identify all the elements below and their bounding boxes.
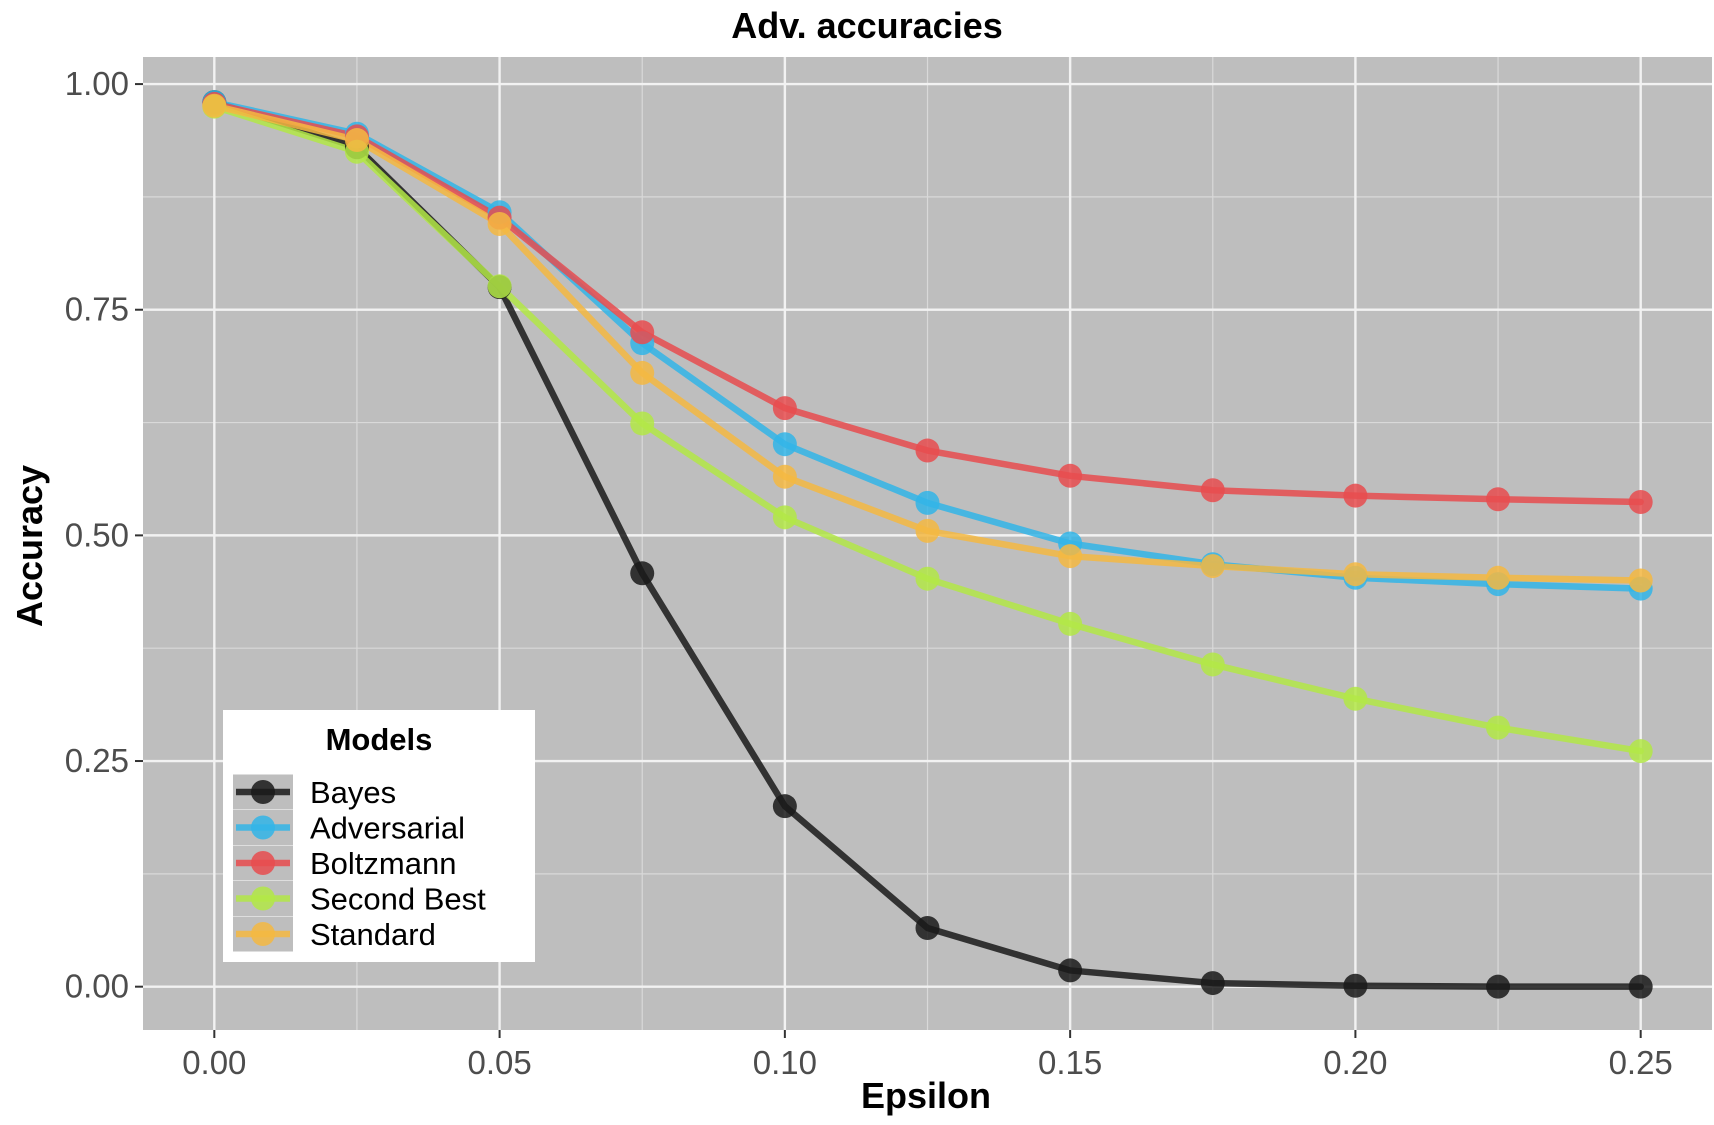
data-point-second-best (1486, 715, 1511, 740)
y-tick-label: 0.50 (65, 516, 129, 553)
data-point-second-best (1343, 686, 1368, 711)
legend-title: Models (326, 722, 433, 757)
x-axis-title: Epsilon (861, 1075, 991, 1116)
legend-key-point (251, 815, 275, 840)
data-point-standard (202, 93, 227, 118)
data-point-standard (344, 128, 369, 153)
data-point-standard (487, 211, 512, 236)
data-point-second-best (772, 505, 797, 530)
legend-item-boltzmann: Boltzmann (233, 845, 456, 881)
data-point-standard (915, 518, 940, 543)
x-tick-label: 0.10 (753, 1044, 817, 1081)
x-tick-label: 0.00 (182, 1044, 246, 1081)
legend-key-point (251, 922, 275, 946)
data-point-bayes (772, 794, 797, 819)
data-point-standard (630, 360, 655, 385)
data-point-boltzmann (915, 438, 940, 463)
legend-key-point (251, 780, 275, 804)
x-tick-labels: 0.00 0.05 0.10 0.15 0.20 0.25 (182, 1044, 1673, 1081)
data-point-bayes (1486, 974, 1511, 999)
data-point-boltzmann (1343, 483, 1368, 508)
axis-ticks (135, 83, 1642, 1038)
y-tick-label: 0.75 (65, 291, 129, 328)
data-point-boltzmann (1058, 463, 1083, 488)
y-tick-labels: 0.00 0.25 0.50 0.75 1.00 (65, 65, 129, 1005)
y-axis-title: Accuracy (9, 465, 50, 627)
legend-key-point (251, 851, 275, 875)
data-point-bayes (915, 916, 940, 941)
data-point-bayes (1058, 958, 1083, 983)
data-point-adversarial (772, 432, 797, 457)
data-point-boltzmann (1200, 478, 1225, 503)
data-point-bayes (1343, 973, 1368, 998)
data-point-adversarial (915, 490, 940, 515)
data-point-bayes (1200, 971, 1225, 996)
data-point-standard (1486, 565, 1511, 590)
legend-item-second-best: Second Best (233, 881, 486, 917)
x-tick-label: 0.20 (1323, 1044, 1387, 1081)
legend-key-point (251, 886, 275, 911)
data-point-bayes (630, 561, 655, 586)
x-tick-label: 0.05 (467, 1044, 531, 1081)
y-tick-label: 0.00 (65, 968, 129, 1005)
data-point-standard (1058, 544, 1083, 569)
data-point-second-best (487, 274, 512, 299)
legend-item-standard: Standard (233, 916, 436, 952)
legend-label: Second Best (310, 882, 486, 917)
y-tick-label: 1.00 (65, 65, 129, 102)
data-point-standard (1628, 568, 1653, 593)
x-tick-label: 0.25 (1609, 1044, 1673, 1081)
chart-title: Adv. accuracies (731, 5, 1003, 46)
data-point-second-best (1200, 652, 1225, 677)
data-point-second-best (1628, 739, 1653, 764)
data-point-bayes (1628, 974, 1653, 999)
legend-label: Standard (310, 917, 436, 952)
legend-label: Bayes (310, 775, 396, 810)
data-point-standard (1343, 562, 1368, 587)
legend-item-bayes: Bayes (233, 774, 396, 810)
y-tick-label: 0.25 (65, 742, 129, 779)
data-point-boltzmann (630, 320, 655, 345)
data-point-standard (1200, 554, 1225, 579)
data-point-boltzmann (1628, 489, 1653, 514)
x-tick-label: 0.15 (1038, 1044, 1102, 1081)
legend-label: Adversarial (310, 811, 465, 846)
legend-item-adversarial: Adversarial (233, 810, 465, 846)
data-point-standard (772, 464, 797, 489)
data-point-boltzmann (772, 396, 797, 421)
data-point-boltzmann (1486, 487, 1511, 512)
data-point-second-best (915, 566, 940, 591)
data-point-second-best (1058, 611, 1083, 636)
series-points (202, 90, 1653, 999)
legend-label: Boltzmann (310, 846, 456, 881)
data-point-second-best (630, 411, 655, 436)
